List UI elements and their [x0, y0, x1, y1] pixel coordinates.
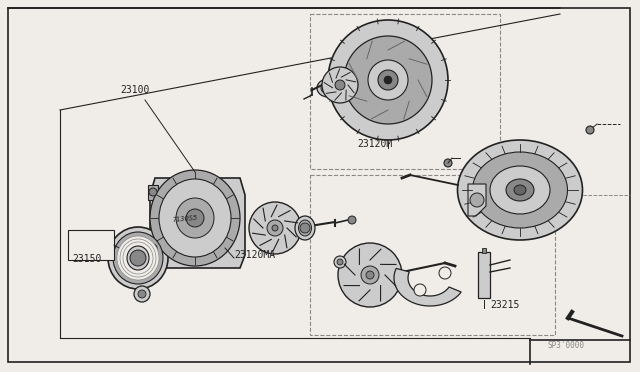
Ellipse shape: [458, 140, 582, 240]
Circle shape: [344, 36, 432, 124]
Ellipse shape: [176, 198, 214, 238]
Circle shape: [378, 70, 398, 90]
Circle shape: [134, 286, 150, 302]
Circle shape: [414, 284, 426, 296]
Circle shape: [439, 267, 451, 279]
Bar: [478, 252, 490, 298]
Ellipse shape: [490, 166, 550, 214]
Circle shape: [361, 266, 379, 284]
Ellipse shape: [108, 227, 168, 289]
Circle shape: [272, 225, 278, 231]
Ellipse shape: [117, 236, 159, 280]
Circle shape: [249, 202, 301, 254]
Circle shape: [348, 216, 356, 224]
Bar: [310, 175, 555, 335]
Circle shape: [444, 159, 452, 167]
Bar: [310, 14, 500, 169]
Circle shape: [138, 290, 146, 298]
Polygon shape: [148, 238, 158, 255]
Ellipse shape: [186, 209, 204, 227]
Circle shape: [322, 67, 358, 103]
Text: 7130S5: 7130S5: [172, 215, 198, 223]
Text: 23100: 23100: [120, 85, 149, 95]
Polygon shape: [148, 185, 158, 200]
Ellipse shape: [120, 239, 156, 277]
Text: SP3'0000: SP3'0000: [548, 341, 585, 350]
Circle shape: [384, 76, 392, 84]
Ellipse shape: [159, 179, 231, 257]
Polygon shape: [394, 269, 461, 306]
Circle shape: [267, 220, 283, 236]
Circle shape: [334, 256, 346, 268]
Text: 23215: 23215: [490, 300, 520, 310]
Polygon shape: [150, 178, 245, 268]
Ellipse shape: [113, 232, 163, 284]
Circle shape: [366, 271, 374, 279]
Bar: [482, 248, 486, 253]
Text: 23120M: 23120M: [357, 139, 392, 149]
Circle shape: [470, 193, 484, 207]
Circle shape: [368, 60, 408, 100]
Circle shape: [337, 259, 343, 265]
Circle shape: [149, 244, 157, 252]
Circle shape: [328, 20, 448, 140]
Circle shape: [300, 223, 310, 233]
Ellipse shape: [150, 170, 240, 266]
Text: 23150: 23150: [72, 254, 101, 264]
Bar: [68, 230, 114, 260]
Ellipse shape: [295, 216, 315, 240]
Ellipse shape: [472, 152, 568, 228]
Circle shape: [149, 188, 157, 196]
Ellipse shape: [298, 220, 312, 236]
Circle shape: [338, 243, 402, 307]
Ellipse shape: [514, 185, 526, 195]
Ellipse shape: [317, 79, 339, 97]
Ellipse shape: [506, 179, 534, 201]
Ellipse shape: [127, 246, 149, 270]
Ellipse shape: [321, 82, 335, 94]
Ellipse shape: [123, 242, 153, 274]
Text: 23120MA: 23120MA: [234, 250, 275, 260]
Circle shape: [335, 80, 345, 90]
Circle shape: [130, 250, 146, 266]
Circle shape: [586, 126, 594, 134]
Polygon shape: [468, 184, 486, 216]
